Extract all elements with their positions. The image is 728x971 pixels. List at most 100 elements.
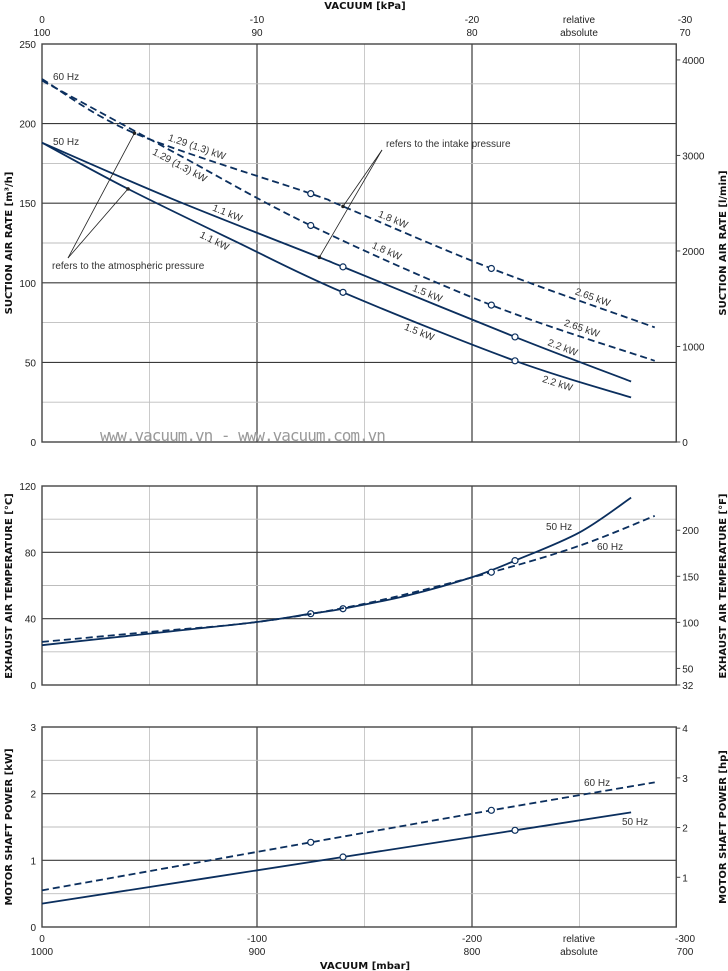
bottom-axis-tick: 900 bbox=[249, 947, 266, 958]
hz-label-50-top: 50 Hz bbox=[53, 137, 79, 148]
data-point-marker bbox=[307, 221, 315, 230]
y-tick-label: 0 bbox=[30, 681, 36, 692]
hz-label-50-power: 50 Hz bbox=[622, 817, 648, 828]
watermark: www.vacuum.vn - www.vacuum.com.vn bbox=[100, 426, 385, 445]
series-line-50-hz bbox=[41, 811, 632, 905]
y-right-tick-label: 4000 bbox=[682, 56, 705, 67]
hz-label-50-temp: 50 Hz bbox=[546, 522, 572, 533]
y-right-tick-label: 200 bbox=[682, 526, 699, 537]
power-right-title: MOTOR SHAFT POWER [hp] bbox=[718, 750, 728, 904]
annotation-atmospheric: refers to the atmospheric pressure bbox=[52, 261, 205, 272]
plot-frame bbox=[41, 726, 677, 928]
y-tick-label: 80 bbox=[25, 548, 37, 559]
y-tick-label: 3 bbox=[30, 723, 36, 734]
power-label: 1.8 kW bbox=[376, 209, 409, 231]
top-axis-tick: relative bbox=[563, 15, 596, 26]
y-tick-label: 100 bbox=[19, 279, 36, 290]
series-line-60-hz bbox=[41, 515, 656, 643]
suction-rate-right-title: SUCTION AIR RATE [l/min] bbox=[718, 170, 728, 315]
bottom-axis-tick: 1000 bbox=[31, 947, 54, 958]
annotation-point bbox=[132, 131, 137, 135]
y-right-tick-label: 3000 bbox=[682, 151, 705, 162]
data-point-marker bbox=[307, 838, 315, 846]
top-axis-tick: 90 bbox=[251, 28, 263, 39]
bottom-axis-tick: 800 bbox=[464, 947, 481, 958]
annotation-intake: refers to the intake pressure bbox=[386, 139, 511, 150]
y-right-tick-label: 1000 bbox=[682, 342, 705, 353]
series-line-50-hz-atmospheric- bbox=[41, 141, 632, 383]
plot-frame bbox=[41, 43, 677, 443]
top-axis-tick: -10 bbox=[250, 15, 265, 26]
hz-label-60-top: 60 Hz bbox=[53, 72, 79, 83]
annotation-leader-line bbox=[342, 149, 383, 207]
bottom-axis-title: VACUUM [mbar] bbox=[320, 961, 410, 971]
data-point-marker bbox=[487, 264, 495, 273]
top-axis-tick: absolute bbox=[560, 28, 598, 39]
bottom-axis-tick: 0 bbox=[39, 934, 45, 945]
top-axis-tick: -20 bbox=[465, 15, 480, 26]
data-point-marker bbox=[511, 357, 519, 365]
annotation-point bbox=[126, 187, 130, 191]
y-right-tick-label: 150 bbox=[682, 572, 699, 583]
y-tick-label: 250 bbox=[19, 40, 36, 51]
bottom-axis-tick: -300 bbox=[675, 934, 695, 945]
y-tick-label: 40 bbox=[25, 615, 37, 626]
y-tick-label: 200 bbox=[19, 120, 36, 131]
data-point-marker bbox=[511, 557, 519, 565]
top-axis-tick: 80 bbox=[466, 28, 478, 39]
power-label: 1.5 kW bbox=[403, 322, 437, 344]
y-right-tick-label: 1 bbox=[682, 873, 688, 884]
data-point-marker bbox=[339, 288, 347, 296]
y-tick-label: 0 bbox=[30, 923, 36, 934]
y-right-tick-label: 2 bbox=[682, 824, 688, 835]
top-axis-tick: 100 bbox=[34, 28, 51, 39]
power-label: 2.2 kW bbox=[541, 374, 575, 394]
data-point-marker bbox=[511, 333, 519, 341]
annotation-point bbox=[317, 255, 322, 260]
data-point-marker bbox=[339, 853, 347, 861]
data-point-marker bbox=[307, 190, 315, 198]
temperature-left-title: EXHAUST AIR TEMPERATURE [°C] bbox=[4, 493, 15, 678]
series-line-50-hz bbox=[41, 496, 632, 647]
y-right-tick-label: 0 bbox=[682, 438, 688, 449]
annotation-leader-line bbox=[67, 188, 129, 259]
bottom-axis-tick: -100 bbox=[247, 934, 267, 945]
y-right-tick-label: 100 bbox=[682, 618, 699, 629]
y-right-tick-label: 50 bbox=[682, 664, 694, 675]
hz-label-60-power: 60 Hz bbox=[584, 778, 610, 789]
annotation-leader-line bbox=[67, 132, 135, 259]
bottom-axis-tick: -200 bbox=[462, 934, 482, 945]
power-label: 1.1 kW bbox=[198, 230, 231, 254]
series-line-60-hz bbox=[41, 781, 655, 892]
bottom-axis-tick: relative bbox=[563, 934, 596, 945]
power-left-title: MOTOR SHAFT POWER [kW] bbox=[4, 748, 15, 905]
y-tick-label: 1 bbox=[30, 856, 36, 867]
series-line-60-hz-atmospheric- bbox=[41, 78, 656, 329]
top-axis-tick: -30 bbox=[678, 15, 693, 26]
y-tick-label: 50 bbox=[25, 358, 37, 369]
data-point-marker bbox=[487, 301, 495, 309]
suction-rate-left-title: SUCTION AIR RATE [m³/h] bbox=[4, 172, 15, 315]
top-axis-title: VACUUM [kPa] bbox=[324, 1, 405, 12]
top-axis-tick: 70 bbox=[679, 28, 691, 39]
temperature-right-title: EXHAUST AIR TEMPERATURE [°F] bbox=[718, 494, 728, 679]
annotation-point bbox=[341, 204, 345, 209]
y-right-tick-label: 4 bbox=[682, 724, 688, 735]
plot-frame bbox=[41, 485, 677, 686]
data-point-marker bbox=[511, 826, 519, 834]
top-axis-tick: 0 bbox=[39, 15, 45, 26]
y-tick-label: 0 bbox=[30, 438, 36, 449]
y-right-tick-label: 2000 bbox=[682, 247, 705, 258]
y-tick-label: 120 bbox=[19, 482, 36, 493]
y-tick-label: 2 bbox=[30, 790, 36, 801]
data-point-marker bbox=[339, 263, 347, 271]
series-line-60-hz-intake- bbox=[41, 79, 656, 362]
bottom-axis-tick: absolute bbox=[560, 947, 598, 958]
data-point-marker bbox=[487, 568, 495, 576]
y-right-tick-label: 32 bbox=[682, 681, 694, 692]
bottom-axis-tick: 700 bbox=[677, 947, 694, 958]
data-point-marker bbox=[487, 806, 495, 814]
y-tick-label: 150 bbox=[19, 199, 36, 210]
hz-label-60-temp: 60 Hz bbox=[597, 542, 623, 553]
